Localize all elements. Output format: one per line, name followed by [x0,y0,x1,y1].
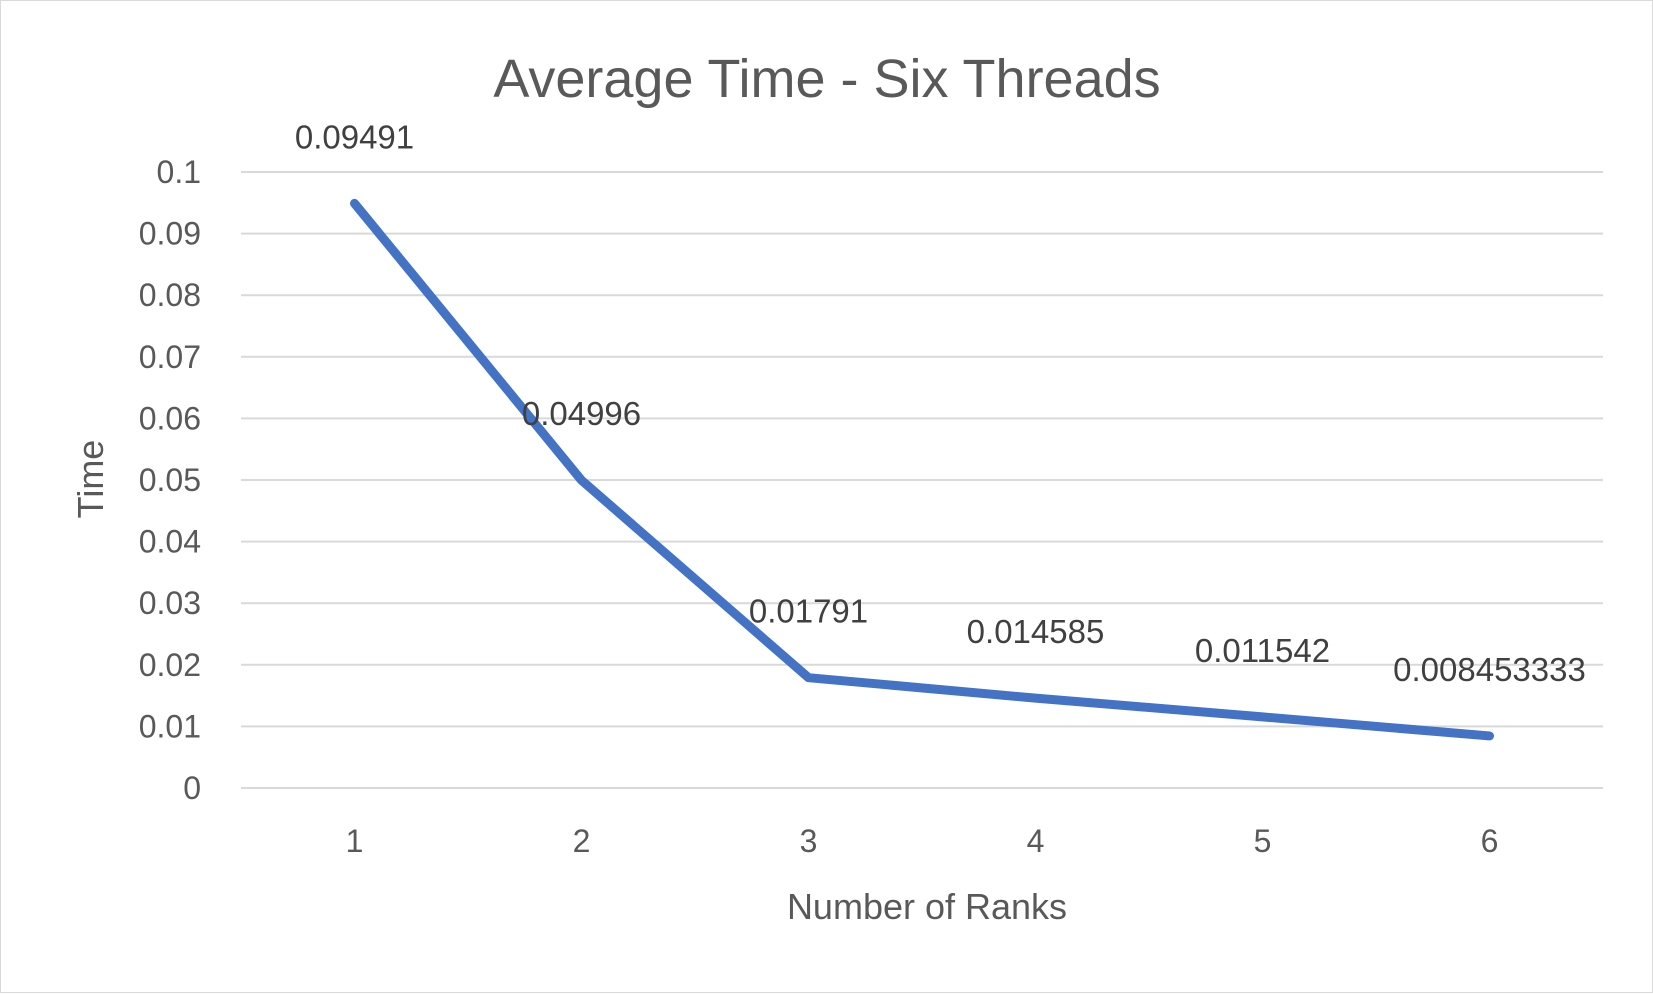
x-tick-label: 5 [1254,823,1272,859]
data-point [1262,716,1263,718]
gridlines [241,171,1603,789]
y-tick-label: 0.06 [139,400,201,436]
y-tick-label: 0.03 [139,585,201,621]
data-point [808,677,809,679]
x-axis-tick-labels: 1 2 3 4 5 6 [346,823,1499,859]
y-tick-label: 0.02 [139,647,201,683]
y-tick-label: 0 [183,770,201,806]
data-label: 0.04996 [522,395,641,432]
y-tick-label: 0.09 [139,216,201,252]
data-label: 0.014585 [967,613,1105,650]
y-axis-tick-labels: 0 0.01 0.02 0.03 0.04 0.05 0.06 0.07 0.08 0.09 0.1 [139,154,201,806]
data-point [1035,697,1036,699]
data-label: 0.008453333 [1393,651,1586,688]
x-tick-label: 6 [1481,823,1499,859]
x-tick-label: 3 [800,823,818,859]
x-tick-label: 1 [346,823,364,859]
data-label: 0.09491 [295,118,414,155]
series-line [350,198,1494,741]
chart-title: Average Time - Six Threads [493,49,1160,109]
x-tick-label: 2 [573,823,591,859]
y-tick-label: 0.01 [139,708,201,744]
y-tick-label: 0.08 [139,277,201,313]
data-point [1489,735,1490,737]
data-point [354,202,355,204]
y-tick-label: 0.07 [139,339,201,375]
data-label: 0.01791 [749,593,868,630]
y-axis-title: Time [70,440,111,519]
x-tick-label: 4 [1027,823,1045,859]
y-tick-label: 0.1 [157,154,201,190]
series-layer [350,198,1494,741]
x-axis-title: Number of Ranks [787,886,1067,927]
y-tick-label: 0.04 [139,524,201,560]
data-point [581,479,582,481]
y-tick-label: 0.05 [139,462,201,498]
data-labels: 0.09491 0.04996 0.01791 0.014585 0.011542 0.0… [295,118,1586,688]
data-label: 0.011542 [1195,632,1330,669]
